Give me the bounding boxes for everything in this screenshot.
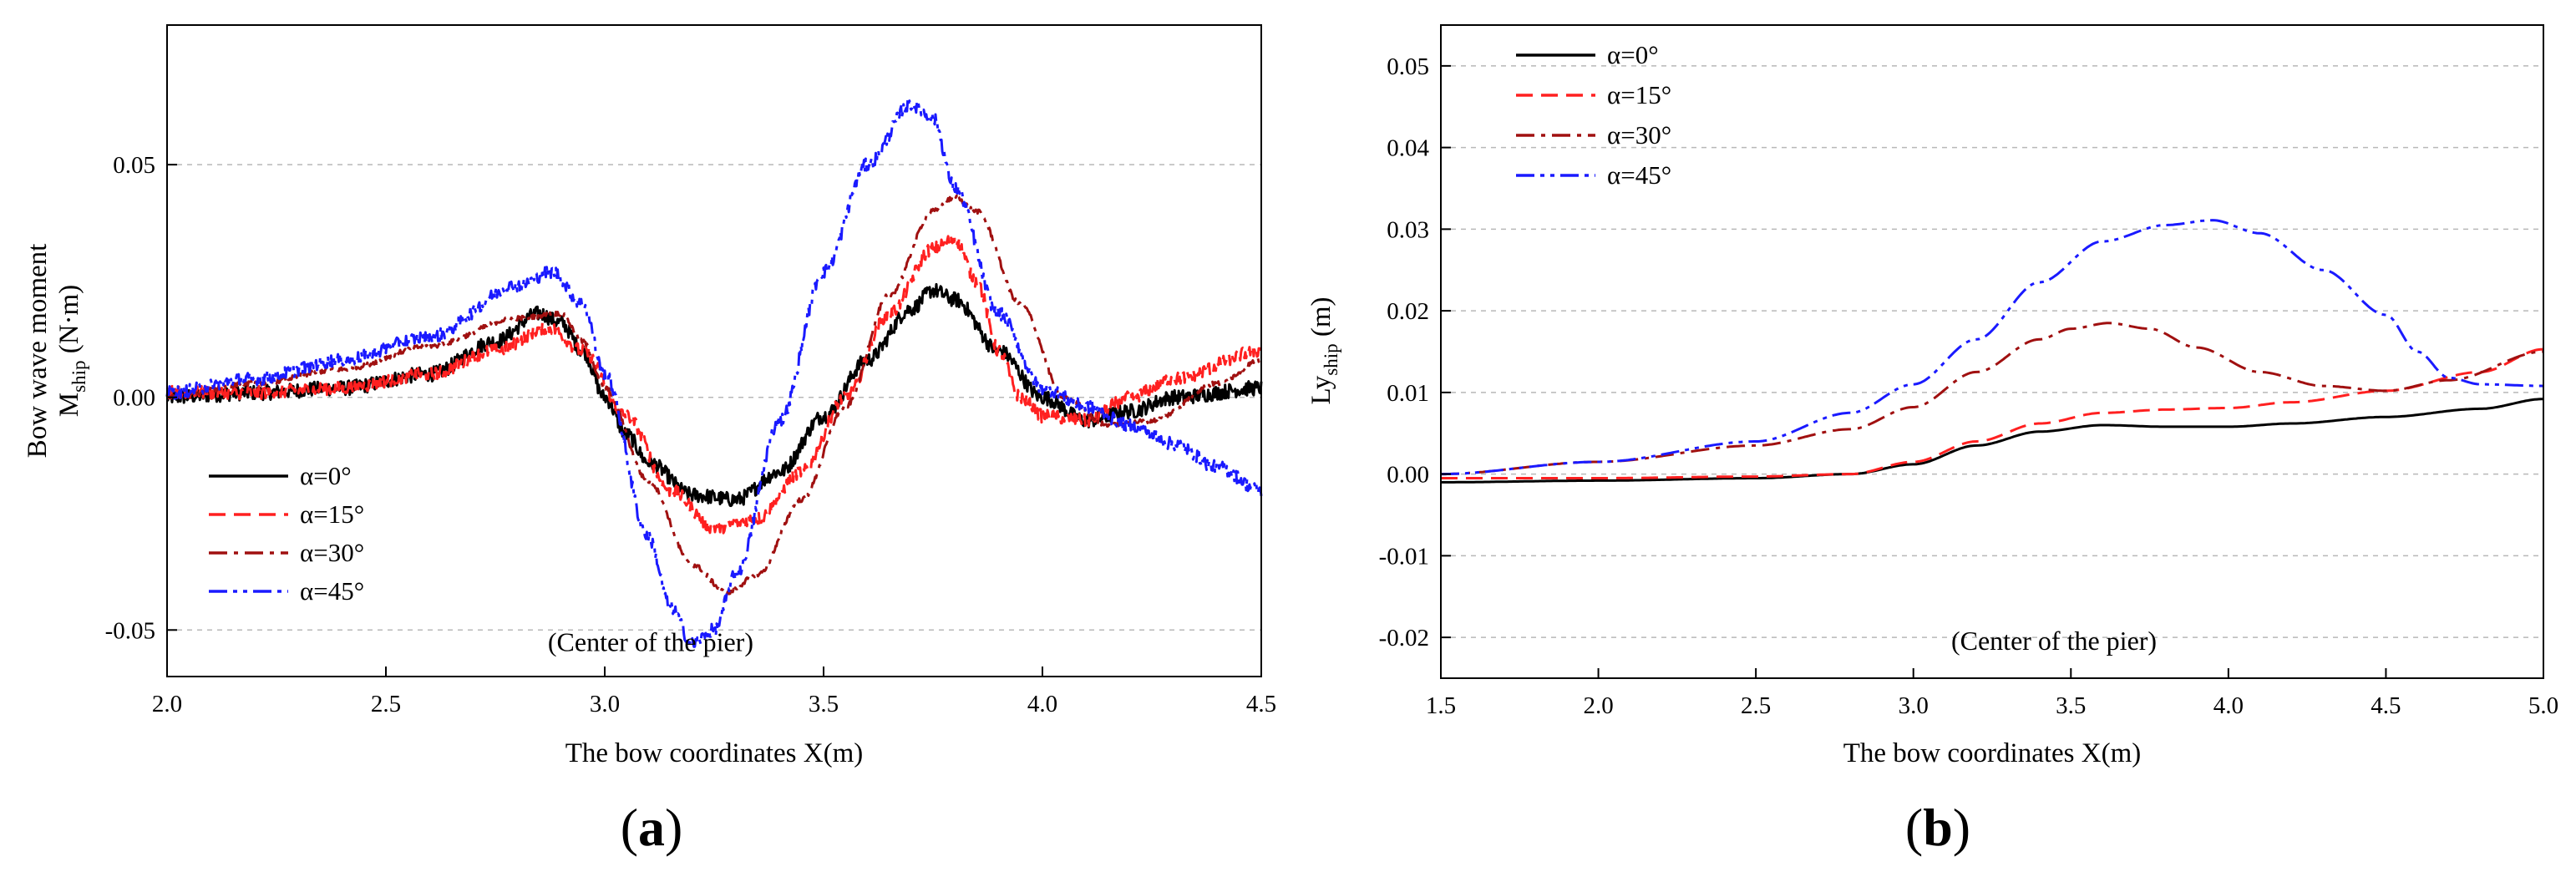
gridlines-a [167,164,1261,631]
y-axis-main-b: Ly [1306,375,1336,404]
panel-a: -0.05 0.00 0.05 2.0 2.5 3.0 3.5 4.0 4.5 The bow … [23,24,1277,857]
y-axis-unit-a: (N·m) [54,285,84,361]
legend-label-a-2: α=30° [300,538,364,567]
legend-label-a-3: α=45° [300,576,364,606]
ticks-b: -0.02 -0.01 0.00 0.01 0.02 0.03 0.04 0.05 1.5 2.0… [1379,53,2559,719]
x-axis-title-b: The bow coordinates X(m) [1843,738,2141,768]
ticks-a: -0.05 0.00 0.05 2.0 2.5 3.0 3.5 4.0 4.5 [105,152,1277,717]
x-tick-label: 4.0 [1027,691,1057,717]
legend-label-b-3: α=45° [1607,160,1671,190]
plot-frame-a [166,24,1262,677]
y-axis-sub-b: ship [1321,343,1341,375]
y-tick-label: -0.02 [1379,625,1429,651]
y-axis-title-b: Lyship (m) [1306,297,1341,404]
y-tick-label: 0.04 [1387,135,1429,162]
legend-a: α=0° α=15° α=30° α=45° [209,461,364,606]
series-line-a-1 [165,233,1263,535]
y-tick-label: 0.01 [1387,380,1429,407]
legend-b: α=0° α=15° α=30° α=45° [1516,40,1671,190]
plot-frame-b [1440,24,2544,679]
annotation-center-of-pier-a: (Center of the pier) [548,626,753,656]
panel-letter-a: a [638,798,665,857]
x-tick-label: 4.5 [1246,691,1276,717]
series-line-b-3 [1441,219,2544,476]
y-axis-title-line1-a: Bow wave moment [23,244,53,459]
legend-label-a-1: α=15° [300,499,364,529]
y-tick-label: 0.05 [1387,53,1429,80]
x-tick-label: 4.5 [2371,692,2401,719]
legend-label-a-0: α=0° [300,461,352,490]
y-tick-label: 0.00 [113,385,155,412]
x-tick-label: 3.5 [2056,692,2086,719]
x-tick-label: 2.5 [371,691,401,717]
x-tick-label: 2.0 [1583,692,1613,719]
x-axis-title-a: The bow coordinates X(m) [565,738,863,768]
gridlines-b [1441,65,2543,638]
y-tick-label: 0.02 [1387,298,1429,325]
panel-label-b: (b) [1905,798,1970,857]
legend-label-b-1: α=15° [1607,80,1671,109]
x-tick-label: 3.5 [809,691,839,717]
y-tick-label: -0.05 [105,617,155,644]
legend-label-b-2: α=30° [1607,120,1671,150]
panel-paren-open-b: ( [1905,798,1923,857]
series-line-a-3 [165,98,1263,648]
legend-label-b-0: α=0° [1607,40,1659,69]
y-tick-label: 0.00 [1387,462,1429,489]
x-tick-label: 3.0 [590,691,620,717]
x-tick-label: 2.5 [1741,692,1771,719]
series-line-b-0 [1441,398,2543,484]
series-line-b-1 [1441,347,2544,479]
y-axis-sub-a: ship [68,361,89,393]
x-tick-label: 4.0 [2213,692,2244,719]
x-tick-label: 2.0 [152,691,182,717]
y-tick-label: 0.03 [1387,216,1429,243]
panel-paren-open-a: ( [621,798,638,857]
annotation-center-of-pier-b: (Center of the pier) [1951,626,2157,656]
y-axis-title-line2-a: Mship (N·m) [54,285,89,417]
panel-b: -0.02 -0.01 0.00 0.01 0.02 0.03 0.04 0.05 1.5 2.0… [1306,24,2559,857]
x-tick-label: 5.0 [2528,692,2558,719]
panel-paren-close-b: ) [1953,798,1970,857]
x-tick-label: 1.5 [1426,692,1456,719]
panel-paren-close-a: ) [665,798,682,857]
panel-label-a: (a) [621,798,683,857]
series-lines-a [165,98,1263,648]
panel-letter-b: b [1923,798,1953,857]
y-axis-unit-b: (m) [1306,297,1336,343]
x-tick-label: 3.0 [1899,692,1929,719]
y-axis-main-a: M [54,393,84,417]
y-tick-label: -0.01 [1379,543,1429,570]
series-lines-b [1441,219,2544,484]
y-tick-label: 0.05 [113,152,155,179]
